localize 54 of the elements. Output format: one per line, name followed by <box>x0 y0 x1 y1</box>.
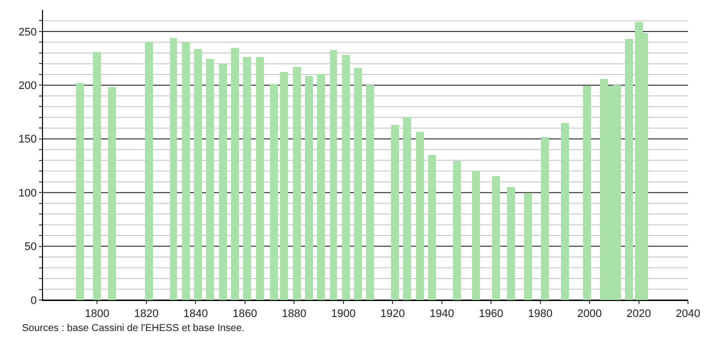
x-tick-label: 1800 <box>84 308 110 320</box>
bar <box>219 64 227 300</box>
source-note: Sources : base Cassini de l'EHESS et base Insee. <box>22 323 245 334</box>
x-tick-label: 1960 <box>478 308 504 320</box>
bar <box>231 48 239 300</box>
bar <box>403 117 411 300</box>
y-tick-label: 250 <box>18 26 37 38</box>
bar <box>243 57 251 300</box>
bar <box>342 55 350 300</box>
bar <box>293 67 301 300</box>
bar <box>391 125 399 300</box>
x-tick-label: 1840 <box>183 308 208 320</box>
bar <box>472 171 480 300</box>
x-tick-label: 1880 <box>282 308 306 320</box>
bar <box>561 123 569 300</box>
x-tick-label: 2040 <box>676 308 700 320</box>
x-tick-label: 1940 <box>430 308 454 320</box>
bar <box>170 38 177 300</box>
y-tick-label: 0 <box>30 294 37 307</box>
y-tick-label: 50 <box>24 241 37 254</box>
x-tick-label: 1920 <box>380 308 405 320</box>
bar <box>453 161 461 300</box>
x-tick-label: 1860 <box>232 308 258 320</box>
bar <box>330 50 337 300</box>
bar <box>108 87 116 300</box>
y-tick-label: 200 <box>18 80 37 92</box>
bar <box>305 76 313 300</box>
bar <box>194 49 202 300</box>
bar <box>145 42 153 300</box>
bar <box>270 84 278 300</box>
bar <box>492 176 500 300</box>
bar <box>541 137 549 300</box>
y-tick-label: 150 <box>18 134 37 146</box>
bar <box>280 72 288 300</box>
bar <box>182 42 190 300</box>
bar <box>366 85 374 300</box>
bar <box>317 74 325 300</box>
bar <box>206 59 214 300</box>
bar <box>507 187 515 300</box>
x-tick-label: 1980 <box>528 308 553 320</box>
x-tick-label: 2000 <box>577 308 602 320</box>
bar <box>76 83 84 300</box>
y-tick-label: 100 <box>18 187 37 200</box>
bar <box>416 132 424 300</box>
bar <box>583 86 591 300</box>
bar <box>524 193 532 300</box>
x-tick-label: 2020 <box>626 308 651 320</box>
x-tick-label: 1820 <box>134 308 159 320</box>
bar <box>428 155 436 300</box>
x-tick-label: 1900 <box>331 308 356 320</box>
bar <box>354 68 362 300</box>
bar <box>256 57 264 300</box>
bar <box>625 39 633 300</box>
bar <box>93 52 101 300</box>
